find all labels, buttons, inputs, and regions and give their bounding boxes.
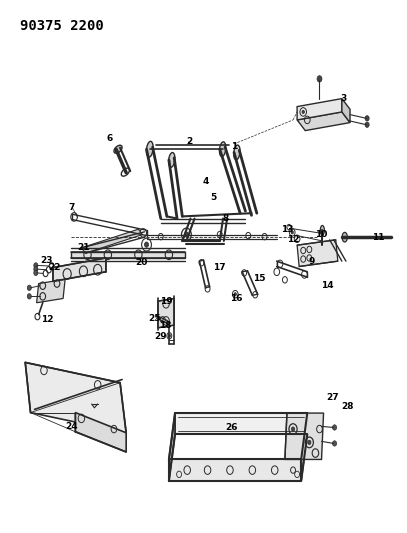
Text: 16: 16 <box>230 294 242 303</box>
Ellipse shape <box>114 145 122 154</box>
Circle shape <box>308 440 311 445</box>
Circle shape <box>184 232 188 237</box>
Polygon shape <box>175 413 307 434</box>
Circle shape <box>317 76 322 82</box>
Circle shape <box>234 293 236 296</box>
Circle shape <box>168 334 171 337</box>
Polygon shape <box>285 413 324 459</box>
Text: 27: 27 <box>326 393 339 401</box>
Ellipse shape <box>219 142 226 157</box>
Text: 23: 23 <box>41 256 53 264</box>
Circle shape <box>365 116 369 121</box>
Text: 8: 8 <box>223 214 229 223</box>
Text: 11: 11 <box>372 233 385 241</box>
Text: 22: 22 <box>49 263 61 272</box>
Polygon shape <box>53 258 106 281</box>
Polygon shape <box>169 459 301 481</box>
Text: 6: 6 <box>107 134 113 143</box>
Text: 28: 28 <box>342 402 354 411</box>
Polygon shape <box>158 298 174 328</box>
Ellipse shape <box>234 145 240 160</box>
Text: 9: 9 <box>308 257 315 265</box>
Circle shape <box>144 242 149 247</box>
Text: 26: 26 <box>226 423 238 432</box>
Text: 7: 7 <box>68 204 74 212</box>
Circle shape <box>27 294 31 299</box>
Circle shape <box>333 425 337 430</box>
Ellipse shape <box>320 225 324 235</box>
Polygon shape <box>81 229 142 253</box>
Circle shape <box>34 263 38 268</box>
Text: 25: 25 <box>149 314 161 322</box>
Ellipse shape <box>342 232 348 242</box>
Circle shape <box>302 110 304 114</box>
Text: 4: 4 <box>202 177 209 185</box>
Circle shape <box>34 266 38 272</box>
Circle shape <box>291 231 293 234</box>
Circle shape <box>34 270 38 276</box>
Polygon shape <box>342 99 350 123</box>
Text: 5: 5 <box>210 193 217 201</box>
Polygon shape <box>301 413 307 481</box>
Text: 17: 17 <box>213 263 226 272</box>
Polygon shape <box>71 252 185 258</box>
Text: 29: 29 <box>154 333 167 341</box>
Polygon shape <box>297 99 342 120</box>
Text: 21: 21 <box>77 244 90 252</box>
Text: 1: 1 <box>231 142 237 151</box>
Text: 24: 24 <box>65 422 78 431</box>
Polygon shape <box>25 362 126 433</box>
Circle shape <box>291 427 295 431</box>
Text: 2: 2 <box>186 137 193 146</box>
Polygon shape <box>169 413 175 481</box>
Text: 3: 3 <box>341 94 347 103</box>
Ellipse shape <box>168 152 175 167</box>
Ellipse shape <box>147 141 153 157</box>
Text: 18: 18 <box>159 321 171 329</box>
Text: 15: 15 <box>254 274 266 282</box>
Polygon shape <box>297 112 350 131</box>
Circle shape <box>333 441 337 446</box>
Text: 13: 13 <box>281 225 293 233</box>
Circle shape <box>27 285 31 290</box>
Polygon shape <box>75 413 126 452</box>
Text: 90375 2200: 90375 2200 <box>20 19 104 33</box>
Circle shape <box>365 122 369 127</box>
Text: 20: 20 <box>136 258 148 266</box>
Polygon shape <box>37 279 65 303</box>
Text: 10: 10 <box>315 230 328 239</box>
Text: 14: 14 <box>321 281 334 289</box>
Text: 12: 12 <box>41 316 53 324</box>
Text: 12: 12 <box>287 236 299 244</box>
Polygon shape <box>297 240 338 266</box>
Text: 19: 19 <box>160 297 173 305</box>
